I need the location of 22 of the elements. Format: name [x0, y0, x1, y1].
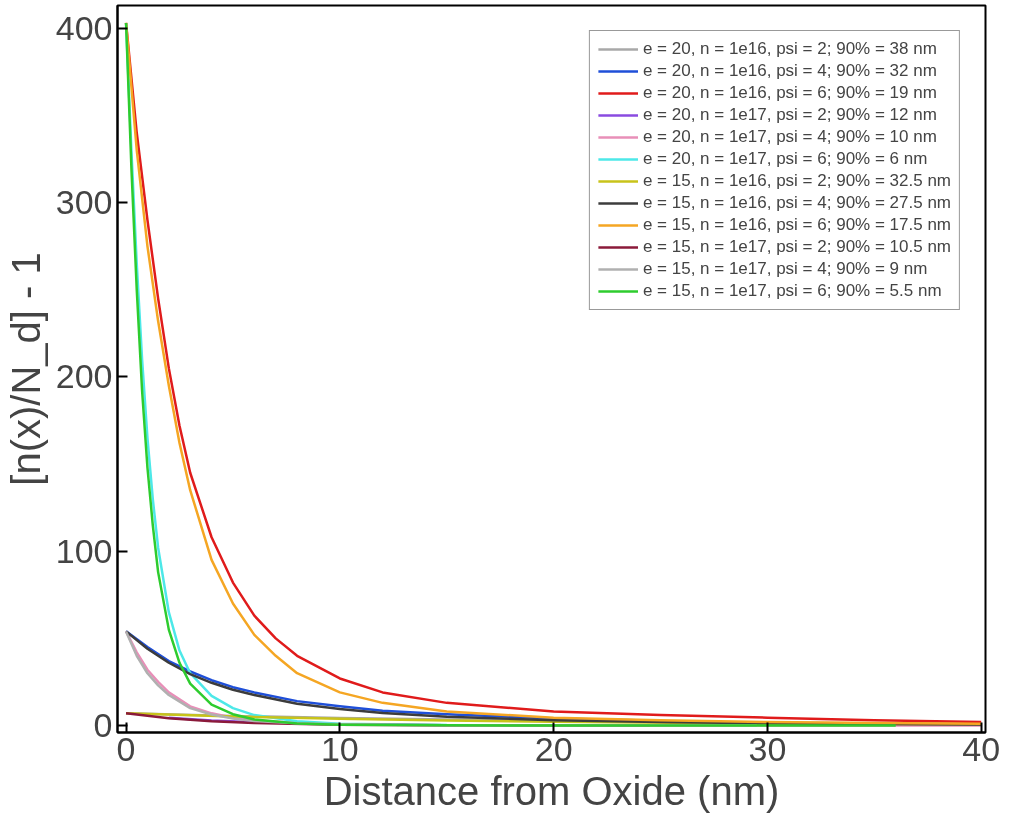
legend-label: e = 20, n = 1e17, psi = 4; 90% = 10 nm — [642, 127, 937, 147]
x-tick-label: 40 — [962, 729, 1001, 768]
y-tick-label: 400 — [55, 8, 113, 47]
y-tick-label: 100 — [55, 531, 113, 570]
x-tick-label: 30 — [748, 729, 787, 768]
legend-label: e = 15, n = 1e16, psi = 4; 90% = 27.5 nm — [642, 193, 951, 213]
legend-label: e = 20, n = 1e16, psi = 2; 90% = 38 nm — [642, 39, 937, 59]
y-tick-label: 200 — [55, 357, 113, 396]
x-tick-label: 20 — [534, 729, 573, 768]
y-axis-title: [n(x)/N_d] - 1 — [3, 252, 48, 486]
y-tick-label: 300 — [55, 183, 113, 221]
legend-label: e = 15, n = 1e17, psi = 6; 90% = 5.5 nm — [642, 281, 942, 301]
legend-label: e = 15, n = 1e16, psi = 6; 90% = 17.5 nm — [642, 215, 951, 235]
legend-label: e = 20, n = 1e16, psi = 6; 90% = 19 nm — [642, 83, 937, 103]
legend-label: e = 20, n = 1e17, psi = 6; 90% = 6 nm — [642, 149, 928, 169]
x-tick-label: 10 — [320, 729, 359, 768]
legend-label: e = 15, n = 1e17, psi = 4; 90% = 9 nm — [642, 259, 928, 279]
legend-label: e = 20, n = 1e17, psi = 2; 90% = 12 nm — [642, 105, 937, 125]
legend-label: e = 15, n = 1e16, psi = 2; 90% = 32.5 nm — [642, 171, 951, 191]
legend-label: e = 15, n = 1e17, psi = 2; 90% = 10.5 nm — [642, 237, 951, 257]
legend-label: e = 20, n = 1e16, psi = 4; 90% = 32 nm — [642, 61, 937, 81]
x-axis-title: Distance from Oxide (nm) — [323, 768, 780, 813]
